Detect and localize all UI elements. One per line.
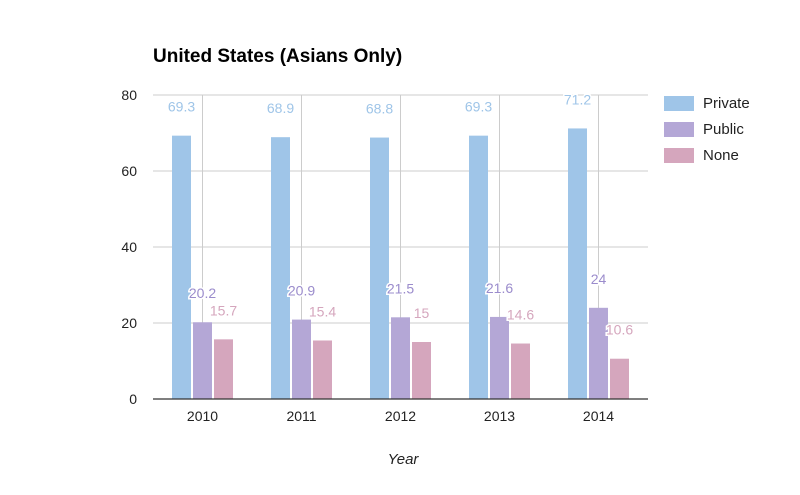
data-label-none: 15.7 xyxy=(210,302,237,318)
y-tick-label: 40 xyxy=(121,239,137,255)
data-label-public: 20.9 xyxy=(288,283,315,299)
legend-label-private: Private xyxy=(703,94,750,112)
data-label-private: 68.8 xyxy=(366,101,393,117)
y-tick-label: 0 xyxy=(129,391,137,407)
bar-public-2010[interactable] xyxy=(193,322,212,399)
data-label-private: 69.3 xyxy=(465,99,492,115)
bar-private-2012[interactable] xyxy=(370,137,389,399)
bar-public-2013[interactable] xyxy=(490,316,509,399)
bar-private-2011[interactable] xyxy=(271,137,290,399)
data-label-public: 21.5 xyxy=(387,280,414,296)
data-label-none: 10.6 xyxy=(606,322,633,338)
bar-none-2010[interactable] xyxy=(214,339,233,399)
data-label-private: 69.3 xyxy=(168,99,195,115)
bar-none-2014[interactable] xyxy=(610,358,629,399)
bar-none-2011[interactable] xyxy=(313,340,332,399)
y-tick-label: 80 xyxy=(121,87,137,103)
bar-none-2012[interactable] xyxy=(412,342,431,399)
legend-label-none: None xyxy=(703,146,739,164)
legend-item-private[interactable]: Private xyxy=(664,90,750,116)
data-label-public: 24 xyxy=(591,271,607,287)
legend: Private Public None xyxy=(664,90,750,168)
x-tick-label: 2013 xyxy=(484,408,515,424)
bar-public-2012[interactable] xyxy=(391,317,410,399)
x-tick-label: 2014 xyxy=(583,408,614,424)
bar-public-2011[interactable] xyxy=(292,319,311,399)
bar-public-2014[interactable] xyxy=(589,307,608,399)
data-label-none: 15.4 xyxy=(309,303,336,319)
x-axis-label: Year xyxy=(387,451,419,468)
legend-swatch-none xyxy=(664,147,694,163)
legend-label-public: Public xyxy=(703,120,744,138)
x-tick-label: 2011 xyxy=(286,408,316,424)
data-label-private: 71.2 xyxy=(564,91,591,107)
x-tick-label: 2010 xyxy=(187,408,218,424)
bar-private-2014[interactable] xyxy=(568,128,587,399)
data-label-private: 68.9 xyxy=(267,100,294,116)
x-tick-label: 2012 xyxy=(385,408,416,424)
y-tick-label: 60 xyxy=(121,163,137,179)
data-label-none: 14.6 xyxy=(507,307,534,323)
legend-swatch-private xyxy=(664,95,694,111)
bar-private-2010[interactable] xyxy=(172,135,191,399)
legend-item-none[interactable]: None xyxy=(664,142,750,168)
legend-item-public[interactable]: Public xyxy=(664,116,750,142)
y-tick-label: 20 xyxy=(121,315,137,331)
bar-none-2013[interactable] xyxy=(511,343,530,399)
data-label-public: 21.6 xyxy=(486,280,513,296)
data-label-none: 15 xyxy=(414,305,430,321)
data-label-public: 20.2 xyxy=(189,285,216,301)
legend-swatch-public xyxy=(664,121,694,137)
chart-title: United States (Asians Only) xyxy=(153,46,403,67)
bar-private-2013[interactable] xyxy=(469,135,488,399)
